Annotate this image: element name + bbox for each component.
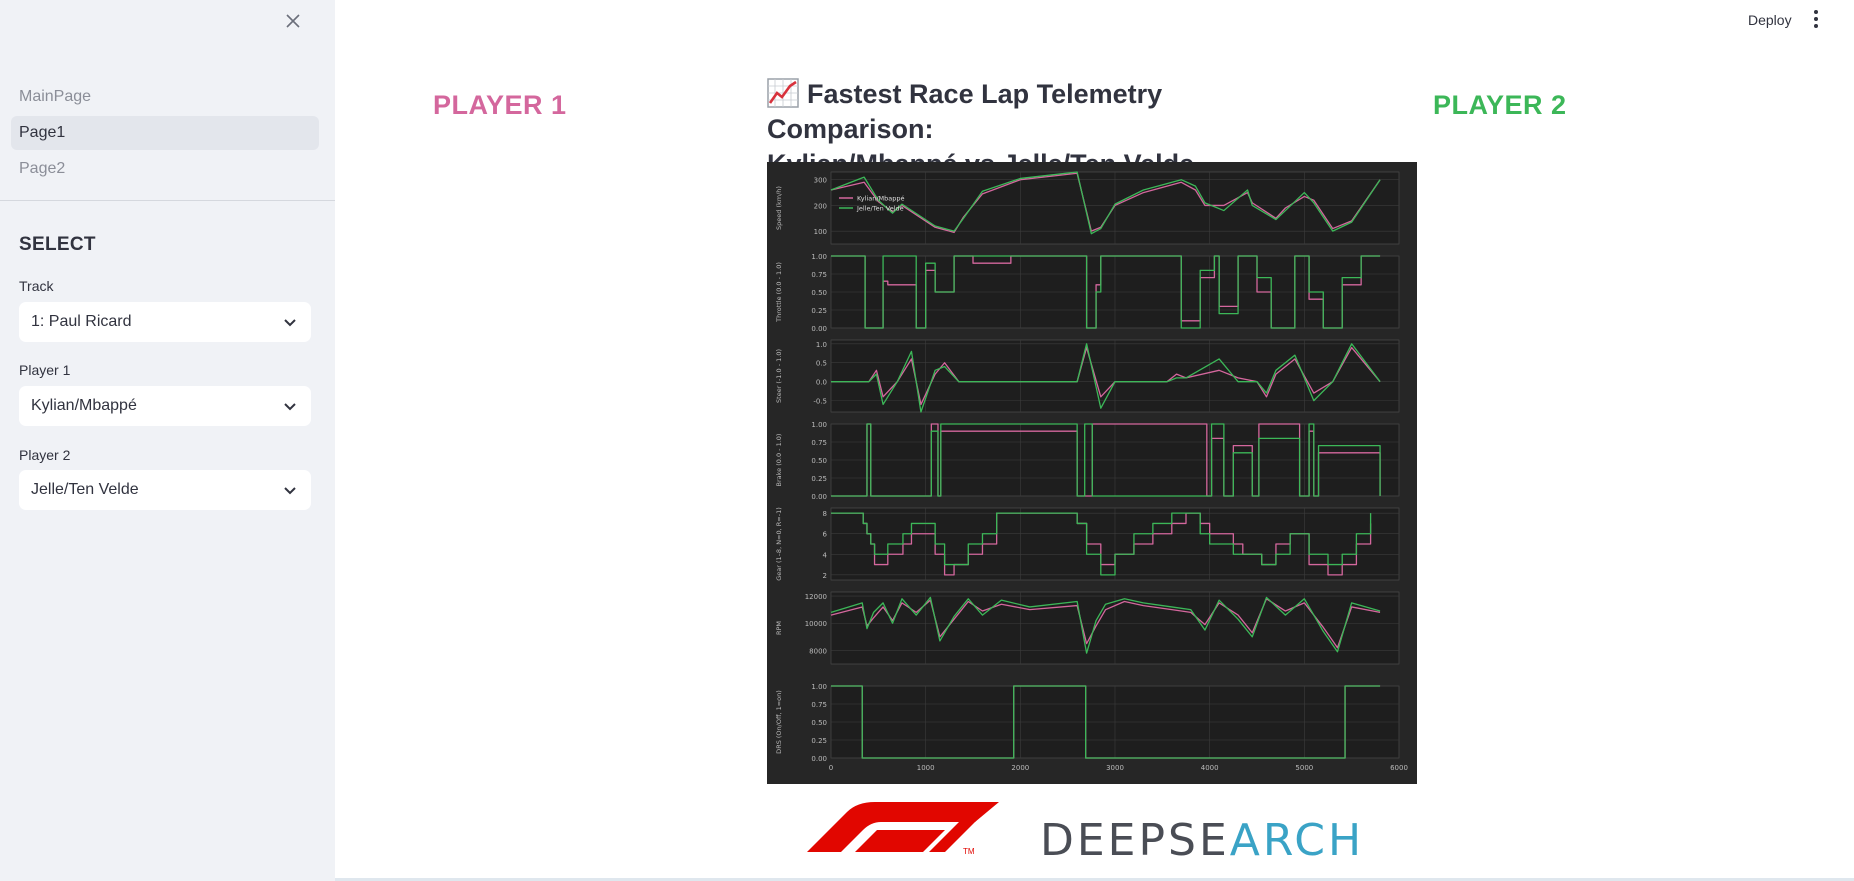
svg-text:TM: TM — [963, 847, 975, 856]
sidebar-item-page2[interactable]: Page2 — [11, 152, 319, 186]
x-tick-label: 4000 — [1201, 764, 1219, 772]
series-line-player2 — [830, 171, 1381, 235]
close-sidebar-icon[interactable] — [280, 8, 306, 34]
y-axis-label: Steer (-1.0 - 1.0) — [775, 349, 783, 403]
series-line-player2 — [831, 685, 1381, 759]
x-tick-label: 6000 — [1390, 764, 1408, 772]
series-line-player2 — [831, 343, 1381, 413]
telemetry-chart: 100 200 300 Speed (km/h) Kylian/Mbappé Jelle/… — [767, 162, 1417, 784]
y-tick-label: 0.50 — [811, 289, 827, 297]
player1-select[interactable]: Kylian/Mbappé — [19, 386, 311, 426]
chart-increasing-icon — [767, 78, 799, 108]
player1-select-value: Kylian/Mbappé — [31, 397, 137, 414]
series-line-player2 — [831, 423, 1381, 497]
y-tick-label: 12000 — [805, 593, 827, 601]
x-tick-label: 2000 — [1011, 764, 1029, 772]
deepsearch-logo-dark: DEEPSE — [1040, 815, 1230, 866]
y-tick-label: 300 — [814, 177, 827, 185]
y-tick-label: 0.25 — [811, 475, 827, 483]
series-line-player2 — [831, 512, 1372, 576]
player1-heading: PLAYER 1 — [433, 90, 567, 120]
y-tick-label: 6 — [823, 531, 828, 539]
y-axis-label: Gear (1–8, N=0, R=-1) — [775, 507, 783, 581]
y-tick-label: 0.75 — [811, 439, 827, 447]
track-label: Track — [19, 278, 54, 294]
x-tick-label: 0 — [829, 764, 833, 772]
y-tick-label: 1.00 — [811, 421, 827, 429]
more-options-icon[interactable] — [1808, 6, 1824, 32]
section-title: SELECT — [19, 234, 96, 255]
y-tick-label: 0.5 — [816, 360, 827, 368]
y-tick-label: 0.25 — [811, 737, 827, 745]
player2-field-label: Player 2 — [19, 447, 71, 463]
y-tick-label: 1.00 — [811, 253, 827, 261]
sidebar-divider — [0, 200, 335, 201]
player2-select-value: Jelle/Ten Velde — [31, 481, 139, 498]
y-tick-label: 10000 — [805, 620, 827, 628]
y-tick-label: 100 — [814, 228, 827, 236]
y-tick-label: 0.0 — [816, 379, 827, 387]
series-line-player2 — [830, 596, 1381, 654]
page-title-line1: Fastest Race Lap Telemetry Comparison: — [767, 79, 1163, 144]
x-tick-label: 5000 — [1295, 764, 1313, 772]
y-tick-label: 2 — [823, 572, 827, 580]
y-axis-label: Brake (0.0 - 1.0) — [775, 434, 783, 487]
y-tick-label: 200 — [814, 202, 827, 210]
deepsearch-logo-blue: ARCH — [1229, 815, 1365, 866]
player2-heading: PLAYER 2 — [1433, 90, 1567, 120]
y-tick-label: 0.50 — [811, 719, 827, 727]
y-axis-label: Speed (km/h) — [775, 186, 783, 230]
y-tick-label: 0.00 — [811, 755, 827, 763]
y-tick-label: 0.00 — [811, 493, 827, 501]
sidebar-item-label: Page2 — [19, 160, 66, 177]
y-axis-label: RPM — [775, 621, 783, 635]
y-tick-label: 1.00 — [811, 683, 827, 691]
deploy-button[interactable]: Deploy — [1748, 12, 1792, 28]
y-tick-label: 0.00 — [811, 325, 827, 333]
sidebar-item-label: Page1 — [19, 124, 66, 141]
x-tick-label: 1000 — [917, 764, 935, 772]
y-tick-label: 4 — [823, 551, 828, 559]
sidebar: MainPage Page1 Page2 SELECT Track 1: Pau… — [0, 0, 335, 881]
track-select[interactable]: 1: Paul Ricard — [19, 302, 311, 342]
y-tick-label: 0.25 — [811, 307, 827, 315]
player1-field-label: Player 1 — [19, 362, 71, 378]
player2-select[interactable]: Jelle/Ten Velde — [19, 470, 311, 510]
sidebar-nav: MainPage Page1 Page2 — [11, 80, 319, 188]
series-line-player2 — [831, 255, 1381, 329]
sidebar-item-mainpage[interactable]: MainPage — [11, 80, 319, 114]
track-select-value: 1: Paul Ricard — [31, 313, 132, 330]
x-tick-label: 3000 — [1106, 764, 1124, 772]
y-tick-label: 8 — [823, 510, 827, 518]
chevron-down-icon — [284, 487, 296, 495]
telemetry-chart-svg: 100 200 300 Speed (km/h) Kylian/Mbappé Jelle/… — [775, 171, 1408, 772]
legend-entry: Jelle/Ten Velde — [856, 205, 904, 213]
y-tick-label: 0.50 — [811, 457, 827, 465]
y-tick-label: 8000 — [809, 647, 827, 655]
y-axis-label: Throttle (0.0 - 1.0) — [775, 262, 783, 323]
y-axis-label: DRS (On/Off, 1=on) — [775, 690, 783, 754]
legend-entry: Kylian/Mbappé — [857, 195, 905, 203]
y-tick-label: 1.0 — [816, 341, 827, 349]
y-tick-label: 0.75 — [811, 701, 827, 709]
chevron-down-icon — [284, 403, 296, 411]
series-line-player1 — [831, 346, 1381, 406]
sidebar-item-label: MainPage — [19, 88, 92, 105]
deepsearch-logo: DEEPSEARCH — [1040, 816, 1364, 866]
y-tick-label: -0.5 — [813, 398, 827, 406]
chevron-down-icon — [284, 319, 296, 327]
bottom-border — [335, 878, 1854, 881]
sidebar-item-page1[interactable]: Page1 — [11, 116, 319, 150]
y-tick-label: 0.75 — [811, 271, 827, 279]
f1-logo: TM — [807, 802, 999, 856]
logos: TM DEEPSEARCH — [795, 800, 1375, 866]
